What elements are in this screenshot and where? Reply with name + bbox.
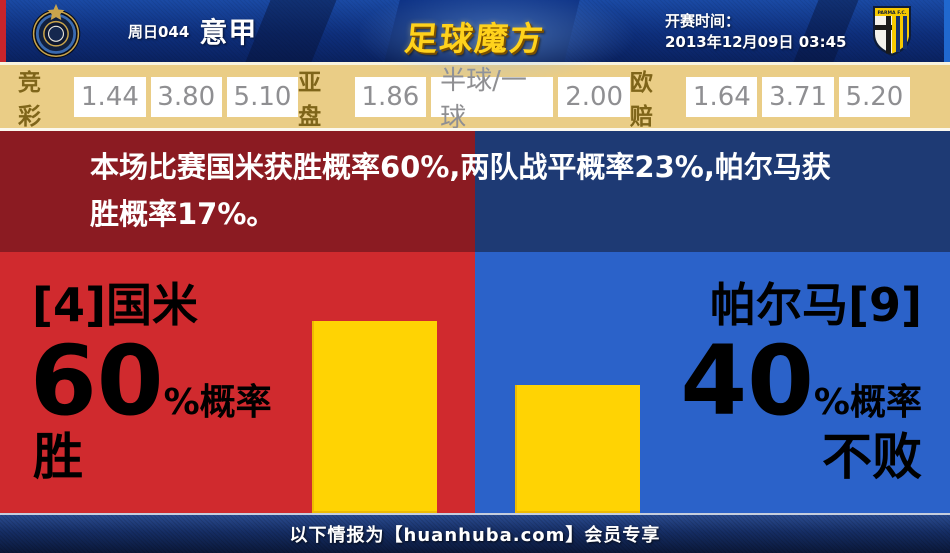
- summary-right-background: [475, 131, 950, 252]
- away-team-panel: 帕尔马[9] 40 %概率 不败: [475, 252, 950, 513]
- home-probability: 60 %概率: [30, 325, 272, 437]
- jingcai-home-odds: 1.44: [74, 76, 146, 117]
- oupei-label: 欧赔: [629, 69, 653, 130]
- away-team-name: 帕尔马[9]: [709, 278, 922, 332]
- prediction-summary-band: 本场比赛国米获胜概率60%,两队战平概率23%,帕尔马获 胜概率17%。: [0, 128, 950, 252]
- kickoff-datetime: 2013年12月09日 03:45: [665, 33, 847, 51]
- home-probability-suffix: %概率: [163, 382, 272, 423]
- summary-left-background: [0, 131, 475, 252]
- away-probability-bar: [515, 385, 640, 513]
- inter-milan-crest-icon: [31, 3, 81, 59]
- away-probability-number: 40: [680, 325, 814, 437]
- odds-group-jingcai: 竞彩 1.44 3.80 5.10: [18, 63, 299, 131]
- odds-group-oupei: 欧赔 1.64 3.71 5.20: [629, 63, 911, 131]
- prediction-summary-text: 本场比赛国米获胜概率60%,两队战平概率23%,帕尔马获 胜概率17%。: [90, 144, 920, 238]
- away-probability-suffix: %概率: [813, 382, 922, 423]
- odds-bar: 竞彩 1.44 3.80 5.10 亚盘 1.86 半球/一球 2.00 欧赔 …: [0, 62, 950, 133]
- away-probability: 40 %概率: [680, 325, 922, 437]
- home-outcome: 胜: [33, 428, 83, 486]
- yapan-label: 亚盘: [298, 69, 322, 130]
- home-team-name: [4]国米: [32, 278, 199, 332]
- oupei-draw-odds: 3.71: [762, 76, 834, 117]
- yapan-home-odds: 1.86: [354, 76, 427, 117]
- match-label: 周日044 意甲: [128, 0, 257, 62]
- jingcai-draw-odds: 3.80: [150, 76, 222, 117]
- site-logo[interactable]: 足球魔方: [402, 19, 547, 58]
- member-notice-text: 以下情报为【huanhuba.com】会员专享: [289, 525, 661, 546]
- match-code: 周日044: [128, 22, 190, 41]
- jingcai-away-odds: 5.10: [226, 76, 299, 117]
- away-outcome: 不败: [822, 428, 922, 486]
- jingcai-label: 竞彩: [18, 69, 41, 130]
- home-probability-bar: [312, 321, 437, 513]
- league-name: 意甲: [199, 16, 258, 49]
- header: 周日044 意甲 足球魔方 开赛时间： 2013年12月09日 03:45 PA…: [0, 0, 950, 80]
- home-probability-number: 60: [30, 325, 164, 437]
- header-diagonal-shade: [245, 0, 337, 62]
- probability-panels: [4]国米 60 %概率 胜 帕尔马[9] 40 %概率 不败: [0, 252, 950, 513]
- kickoff-label: 开赛时间：: [665, 12, 741, 30]
- yapan-handicap: 半球/一球: [431, 66, 554, 133]
- yapan-away-odds: 2.00: [558, 76, 630, 117]
- oupei-home-odds: 1.64: [686, 76, 758, 117]
- summary-line-1: 本场比赛国米获胜概率60%,两队战平概率23%,帕尔马获: [90, 150, 831, 184]
- odds-group-yapan: 亚盘 1.86 半球/一球 2.00: [298, 63, 630, 133]
- svg-text:PARMA F.C.: PARMA F.C.: [877, 10, 906, 16]
- parma-crest-icon: PARMA F.C.: [873, 6, 911, 56]
- footer: 以下情报为【huanhuba.com】会员专享: [0, 513, 950, 553]
- home-team-panel: [4]国米 60 %概率 胜: [0, 252, 475, 513]
- oupei-away-odds: 5.20: [838, 76, 911, 117]
- kickoff-time-block: 开赛时间： 2013年12月09日 03:45: [665, 11, 846, 53]
- header-right-blue-strip: [944, 0, 950, 62]
- summary-line-2: 胜概率17%。: [90, 197, 276, 231]
- header-left-red-strip: [0, 0, 6, 62]
